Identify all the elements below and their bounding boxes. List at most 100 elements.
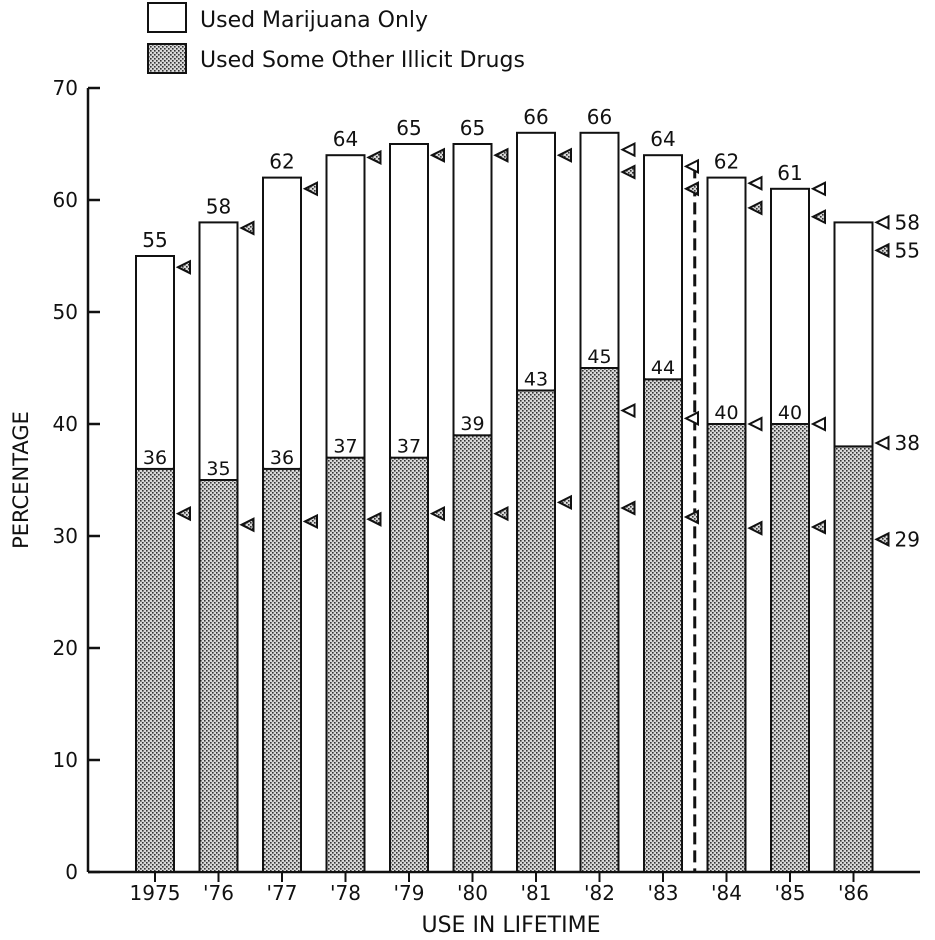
y-tick-label: 40 bbox=[53, 412, 78, 436]
marker-other-alt bbox=[810, 519, 826, 535]
marker-other bbox=[747, 416, 763, 432]
x-tick-label: '78 bbox=[330, 881, 361, 905]
x-tick-label: '76 bbox=[203, 881, 234, 905]
bar-marijuana-only bbox=[325, 154, 366, 459]
marker-label: 29 bbox=[895, 527, 920, 551]
data-label-other-illicit: 39 bbox=[460, 413, 484, 435]
data-label-bg bbox=[519, 367, 553, 390]
x-ticks: 1975 '76 '77 '78 '79 '80 '81 '82 '83 '84 '85 '86 bbox=[130, 872, 869, 905]
data-label-other-illicit: 36 bbox=[143, 447, 167, 469]
marker-other-alt bbox=[493, 505, 509, 522]
x-tick-label: '81 bbox=[521, 881, 552, 905]
bar-marijuana-only bbox=[389, 143, 429, 459]
marker-other-alt bbox=[683, 509, 699, 525]
marker-total-alt bbox=[556, 147, 572, 163]
x-tick-label: 1975 bbox=[130, 881, 181, 905]
data-label-total: 55 bbox=[142, 228, 167, 252]
bar-other-illicit bbox=[452, 434, 493, 873]
y-tick-label: 10 bbox=[53, 748, 78, 772]
bar-marijuana-only bbox=[643, 154, 683, 381]
data-label-total: 62 bbox=[714, 150, 739, 174]
marker-other bbox=[874, 435, 890, 451]
marker-total-alt bbox=[810, 209, 826, 225]
data-label-total: 65 bbox=[460, 116, 485, 140]
legend-swatch-marijuana-only bbox=[147, 2, 187, 33]
marker-total-alt bbox=[366, 149, 382, 166]
data-label-other-illicit: 36 bbox=[270, 447, 294, 469]
data-label-bg bbox=[709, 401, 744, 423]
bar-other-illicit bbox=[389, 456, 429, 873]
marker-total-alt bbox=[747, 200, 763, 216]
bar-marijuana-only bbox=[262, 176, 302, 470]
data-label-other-illicit: 40 bbox=[778, 402, 802, 424]
y-tick-label: 0 bbox=[65, 860, 78, 884]
data-label-bg bbox=[138, 445, 172, 468]
data-label-other-illicit: 37 bbox=[397, 436, 421, 458]
marker-total bbox=[874, 214, 890, 231]
x-tick-label: '84 bbox=[711, 881, 742, 905]
data-label-total: 64 bbox=[333, 127, 358, 151]
legend-label-marijuana-only: Used Marijuana Only bbox=[200, 8, 428, 33]
data-label-total: 65 bbox=[396, 116, 421, 140]
y-tick-label: 50 bbox=[53, 300, 78, 324]
marker-other-alt bbox=[429, 505, 445, 522]
marker-total bbox=[683, 158, 699, 175]
marker-other-alt bbox=[747, 520, 763, 536]
bar-other-illicit bbox=[579, 367, 620, 873]
marker-other bbox=[683, 410, 699, 427]
data-label-bg bbox=[773, 401, 807, 423]
x-tick-label: '83 bbox=[648, 881, 679, 905]
marker-other-alt bbox=[239, 517, 255, 533]
y-tick-label: 60 bbox=[53, 188, 78, 212]
data-label-other-illicit: 45 bbox=[587, 346, 611, 368]
y-tick-label: 30 bbox=[53, 524, 78, 548]
marker-total bbox=[810, 181, 826, 197]
data-label-other-illicit: 44 bbox=[651, 357, 675, 379]
bar-marijuana-only bbox=[833, 221, 874, 448]
marker-other-alt bbox=[620, 500, 636, 516]
marker-total bbox=[620, 141, 636, 158]
bar-other-illicit bbox=[516, 389, 556, 873]
data-label-total: 58 bbox=[206, 194, 231, 218]
legend-label-other-illicit: Used Some Other Illicit Drugs bbox=[200, 48, 525, 73]
bar-marijuana-only bbox=[135, 255, 175, 470]
marker-total-alt bbox=[239, 220, 255, 236]
x-tick-label: '82 bbox=[584, 881, 615, 905]
data-label-bg bbox=[582, 345, 617, 367]
marker-total-alt bbox=[493, 147, 509, 163]
marker-other-alt bbox=[366, 511, 382, 527]
data-label-other-illicit: 40 bbox=[714, 402, 738, 424]
marker-total-alt bbox=[302, 181, 318, 197]
bar-other-illicit bbox=[833, 445, 874, 873]
x-tick-label: '85 bbox=[775, 881, 806, 905]
legend-swatch-other-illicit bbox=[147, 43, 187, 74]
marker-total-alt bbox=[429, 147, 445, 163]
x-tick-label: '79 bbox=[394, 881, 425, 905]
data-label-total: 64 bbox=[650, 127, 675, 151]
data-label-total: 62 bbox=[269, 150, 294, 174]
bar-other-illicit bbox=[325, 456, 366, 873]
data-label-bg bbox=[328, 434, 363, 457]
data-label-other-illicit: 43 bbox=[524, 368, 548, 390]
marker-other bbox=[620, 402, 636, 419]
x-tick-label: '86 bbox=[838, 881, 869, 905]
y-axis-title: PERCENTAGE bbox=[9, 411, 33, 549]
marker-label: 55 bbox=[895, 238, 920, 262]
marker-total bbox=[747, 175, 763, 191]
y-tick-label: 20 bbox=[53, 636, 78, 660]
marker-total-alt bbox=[874, 242, 890, 259]
bar-marijuana-only bbox=[198, 221, 239, 481]
marker-other-alt bbox=[302, 513, 318, 530]
data-label-other-illicit: 37 bbox=[333, 436, 357, 458]
y-ticks: 0 10 20 30 40 50 60 70 bbox=[53, 76, 100, 884]
data-label-bg bbox=[201, 457, 236, 479]
comparison-markers: 58 55 38 29 bbox=[175, 141, 920, 551]
bar-marijuana-only bbox=[452, 143, 493, 437]
data-label-bg bbox=[455, 412, 490, 435]
data-label-bg bbox=[646, 356, 680, 379]
x-tick-label: '80 bbox=[457, 881, 488, 905]
data-label-other-illicit: 35 bbox=[206, 458, 230, 480]
bar-other-illicit bbox=[262, 467, 302, 873]
data-label-total: 61 bbox=[777, 161, 802, 185]
